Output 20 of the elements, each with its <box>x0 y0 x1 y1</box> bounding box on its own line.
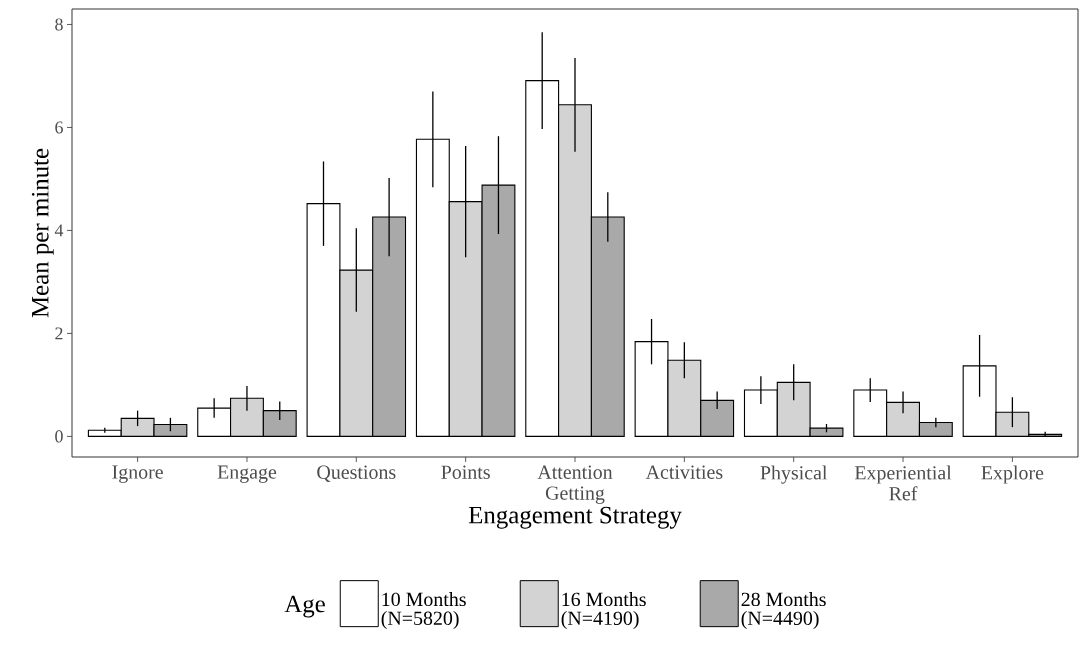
x-tick-label: Questions <box>317 465 396 482</box>
x-tick-label: Explore <box>981 465 1044 484</box>
x-tick-label: Attention Getting <box>537 465 613 504</box>
legend-label: 16 Months (N=4190) <box>561 592 646 630</box>
y-tick-label: 4 <box>54 224 64 237</box>
legend-label: 10 Months (N=5820) <box>381 592 466 630</box>
y-axis-title: Mean per minute <box>31 148 54 318</box>
y-tick-label: 0 <box>55 430 63 443</box>
x-tick-label: Experiential Ref <box>854 465 952 501</box>
y-tick-label: 8 <box>55 18 63 31</box>
x-tick-label: Points <box>441 465 490 479</box>
y-tick-label: 2 <box>55 327 63 340</box>
x-tick-label: Physical <box>760 465 828 484</box>
x-tick-label: Ignore <box>112 465 163 483</box>
legend-label: 28 Months (N=4490) <box>741 592 826 630</box>
legend-title: Age <box>284 595 325 618</box>
y-tick-label: 6 <box>55 121 63 134</box>
x-tick-label: Activities <box>645 465 723 479</box>
x-tick-label: Engage <box>217 465 277 483</box>
x-axis-title: Engagement Strategy <box>468 506 682 529</box>
